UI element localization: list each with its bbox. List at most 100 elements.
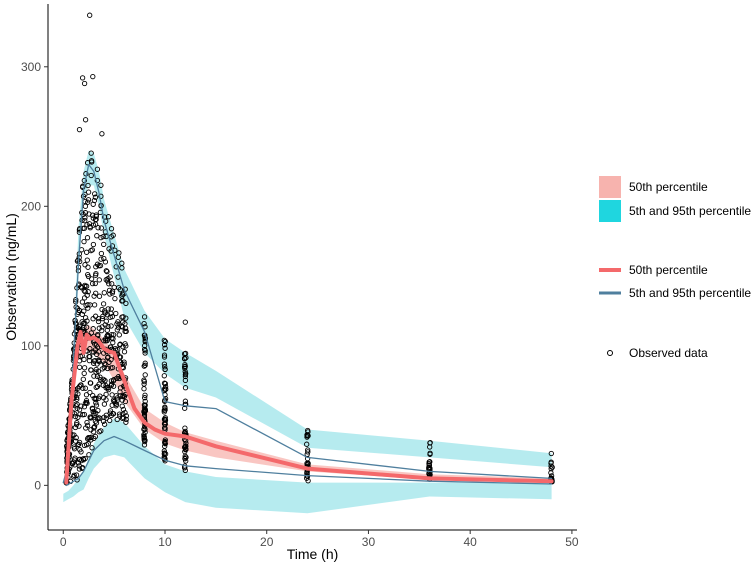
observed-point: [76, 282, 82, 288]
observed-point: [106, 287, 113, 294]
observed-point: [73, 438, 79, 444]
observed-point: [142, 342, 148, 349]
observed-point: [84, 400, 90, 406]
observed-point: [80, 385, 86, 391]
observed-point: [141, 346, 148, 353]
observed-point: [107, 408, 114, 414]
observed-point: [162, 381, 169, 387]
observed-point: [109, 381, 115, 387]
x-tick-label: 30: [362, 535, 376, 549]
observed-point: [81, 308, 87, 314]
observed-point: [82, 203, 89, 209]
observed-point: [92, 313, 99, 319]
observed-point: [427, 444, 433, 450]
y-tick-label: 100: [21, 339, 41, 353]
observed-point: [100, 233, 106, 240]
observed-point: [161, 354, 168, 360]
observed-point: [182, 368, 188, 375]
observed-point: [183, 370, 189, 377]
observed-point: [103, 218, 109, 224]
observed-point: [101, 241, 107, 248]
observed-point: [119, 314, 125, 320]
observed-point: [94, 233, 100, 239]
observed-point: [71, 474, 77, 480]
observed-point: [109, 335, 115, 341]
observed-point: [113, 403, 119, 409]
observed-point: [79, 299, 86, 305]
observed-point: [85, 301, 91, 308]
observed-point: [88, 158, 95, 164]
observed-point: [548, 463, 554, 469]
observed-point: [182, 453, 188, 459]
x-axis-title: Time (h): [287, 546, 339, 562]
observed-point: [76, 229, 83, 235]
observed-point: [161, 361, 168, 367]
observed-point: [89, 405, 95, 411]
observed-point: [101, 401, 108, 407]
observed-point: [96, 277, 102, 283]
observed-point: [305, 429, 311, 435]
observed-point: [81, 356, 87, 363]
observed-point: [93, 216, 99, 223]
observed-point: [101, 255, 107, 262]
observed-point: [81, 295, 88, 301]
observed-point: [549, 464, 555, 470]
observed-point: [88, 172, 94, 179]
observed-point: [182, 428, 188, 435]
observed-point: [183, 446, 189, 453]
x-tick-label: 0: [60, 535, 67, 549]
observed-point: [81, 442, 88, 449]
observed-point: [72, 462, 78, 468]
observed-point: [305, 460, 311, 466]
observed-point: [116, 411, 123, 417]
observed-point: [109, 281, 115, 287]
observed-point: [91, 197, 98, 204]
observed-point: [88, 380, 94, 386]
observed-point: [107, 274, 113, 280]
observed-point: [72, 455, 78, 461]
observed-point: [96, 358, 102, 364]
observed-point: [81, 225, 88, 231]
observed-point: [112, 295, 118, 302]
observed-point: [182, 456, 188, 462]
observed-point: [141, 314, 148, 320]
observed-point: [81, 238, 87, 245]
observed-point: [103, 268, 109, 274]
observed-point: [85, 435, 92, 441]
observed-point: [113, 310, 119, 317]
observed-point: [116, 250, 122, 256]
observed-point: [79, 465, 85, 471]
observed-point: [88, 150, 94, 156]
observed-point: [76, 407, 83, 413]
observed-point: [82, 210, 89, 216]
observed-point: [90, 326, 96, 332]
observed-point: [142, 392, 148, 398]
observed-point: [99, 324, 105, 330]
observed-point: [107, 314, 113, 320]
observed-point: [117, 385, 124, 391]
observed-point: [182, 373, 189, 380]
observed-point: [79, 75, 86, 81]
observed-point: [72, 413, 79, 420]
observed-point: [80, 376, 86, 382]
observed-point: [104, 278, 111, 284]
observed-point: [305, 433, 311, 439]
observed-point: [98, 182, 104, 188]
observed-point: [95, 225, 101, 231]
observed-point: [76, 323, 82, 329]
observed-point: [69, 460, 75, 466]
observed-point: [162, 440, 168, 446]
observed-point: [81, 80, 88, 87]
observed-point: [98, 193, 104, 199]
observed-point: [142, 372, 148, 378]
observed-point: [93, 402, 100, 408]
observed-point: [548, 450, 554, 457]
observed-point: [86, 357, 93, 364]
observed-point: [123, 343, 129, 349]
observed-point: [161, 352, 168, 358]
observed-point: [89, 445, 95, 451]
observed-point: [182, 385, 189, 391]
observed-point: [110, 411, 117, 417]
observed-point: [89, 212, 96, 218]
observed-point: [85, 289, 91, 295]
